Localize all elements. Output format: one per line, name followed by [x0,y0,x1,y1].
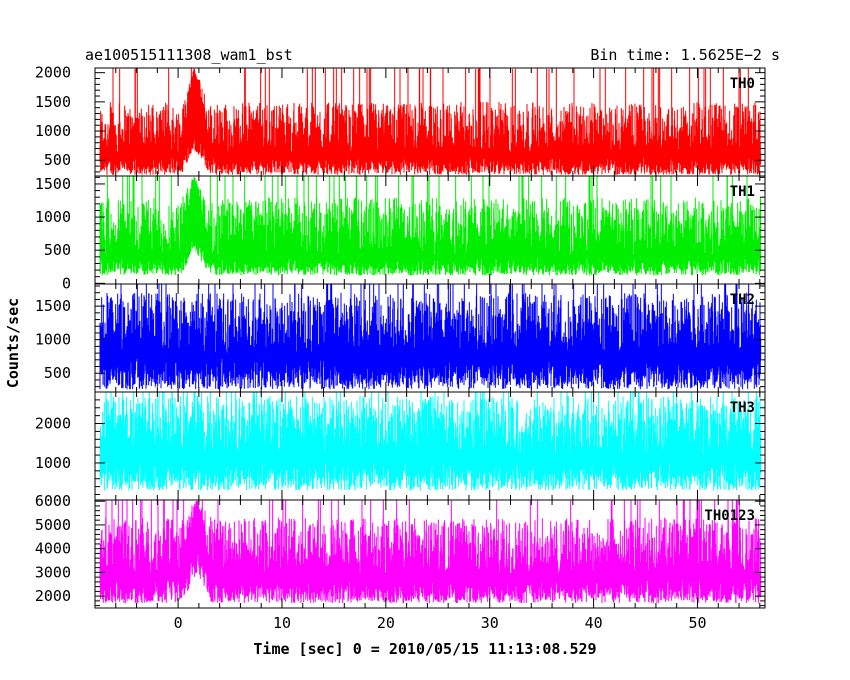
y-tick-label: 6000 [35,492,71,510]
bin-time-label: Bin time: 1.5625E−2 s [590,46,780,64]
series-th3 [99,392,762,491]
y-tick-label: 0 [62,274,71,292]
panel-frame-th0123 [94,499,766,609]
panel-label-th3: TH3 [730,400,755,416]
y-tick-label: 3000 [35,563,71,581]
y-axis-title: Counts/sec [4,298,22,388]
x-tick-label: 10 [273,614,291,632]
y-tick-label: 1000 [35,454,71,472]
series-th0 [99,68,762,175]
y-tick-label: 2000 [35,64,71,82]
panel-label-th2: TH2 [730,292,755,308]
y-tick-label: 500 [44,241,71,259]
y-tick-label: 1500 [35,93,71,111]
panel-label-th0: TH0 [730,76,755,92]
series-th1 [99,176,762,276]
y-tick-label: 500 [44,151,71,169]
x-tick-label: 20 [377,614,395,632]
y-tick-label: 1000 [35,331,71,349]
series-th0123 [99,500,762,604]
y-tick-label: 4000 [35,540,71,558]
y-tick-label: 1000 [35,208,71,226]
x-tick-label: 40 [585,614,603,632]
y-tick-label: 1000 [35,122,71,140]
series-th2 [99,284,762,390]
x-tick-label: 0 [174,614,183,632]
y-tick-label: 2000 [35,415,71,433]
y-tick-label: 1500 [35,175,71,193]
x-tick-label: 30 [481,614,499,632]
panel-label-th0123: TH0123 [704,508,755,524]
y-tick-label: 1500 [35,297,71,315]
x-tick-label: 50 [688,614,706,632]
panel-label-th1: TH1 [730,184,755,200]
chart-title: ae100515111308_wam1_bst [85,46,293,64]
y-tick-label: 5000 [35,516,71,534]
y-tick-label: 500 [44,364,71,382]
x-axis-title: Time [sec] 0 = 2010/05/15 11:13:08.529 [253,640,596,658]
y-tick-label: 2000 [35,587,71,605]
